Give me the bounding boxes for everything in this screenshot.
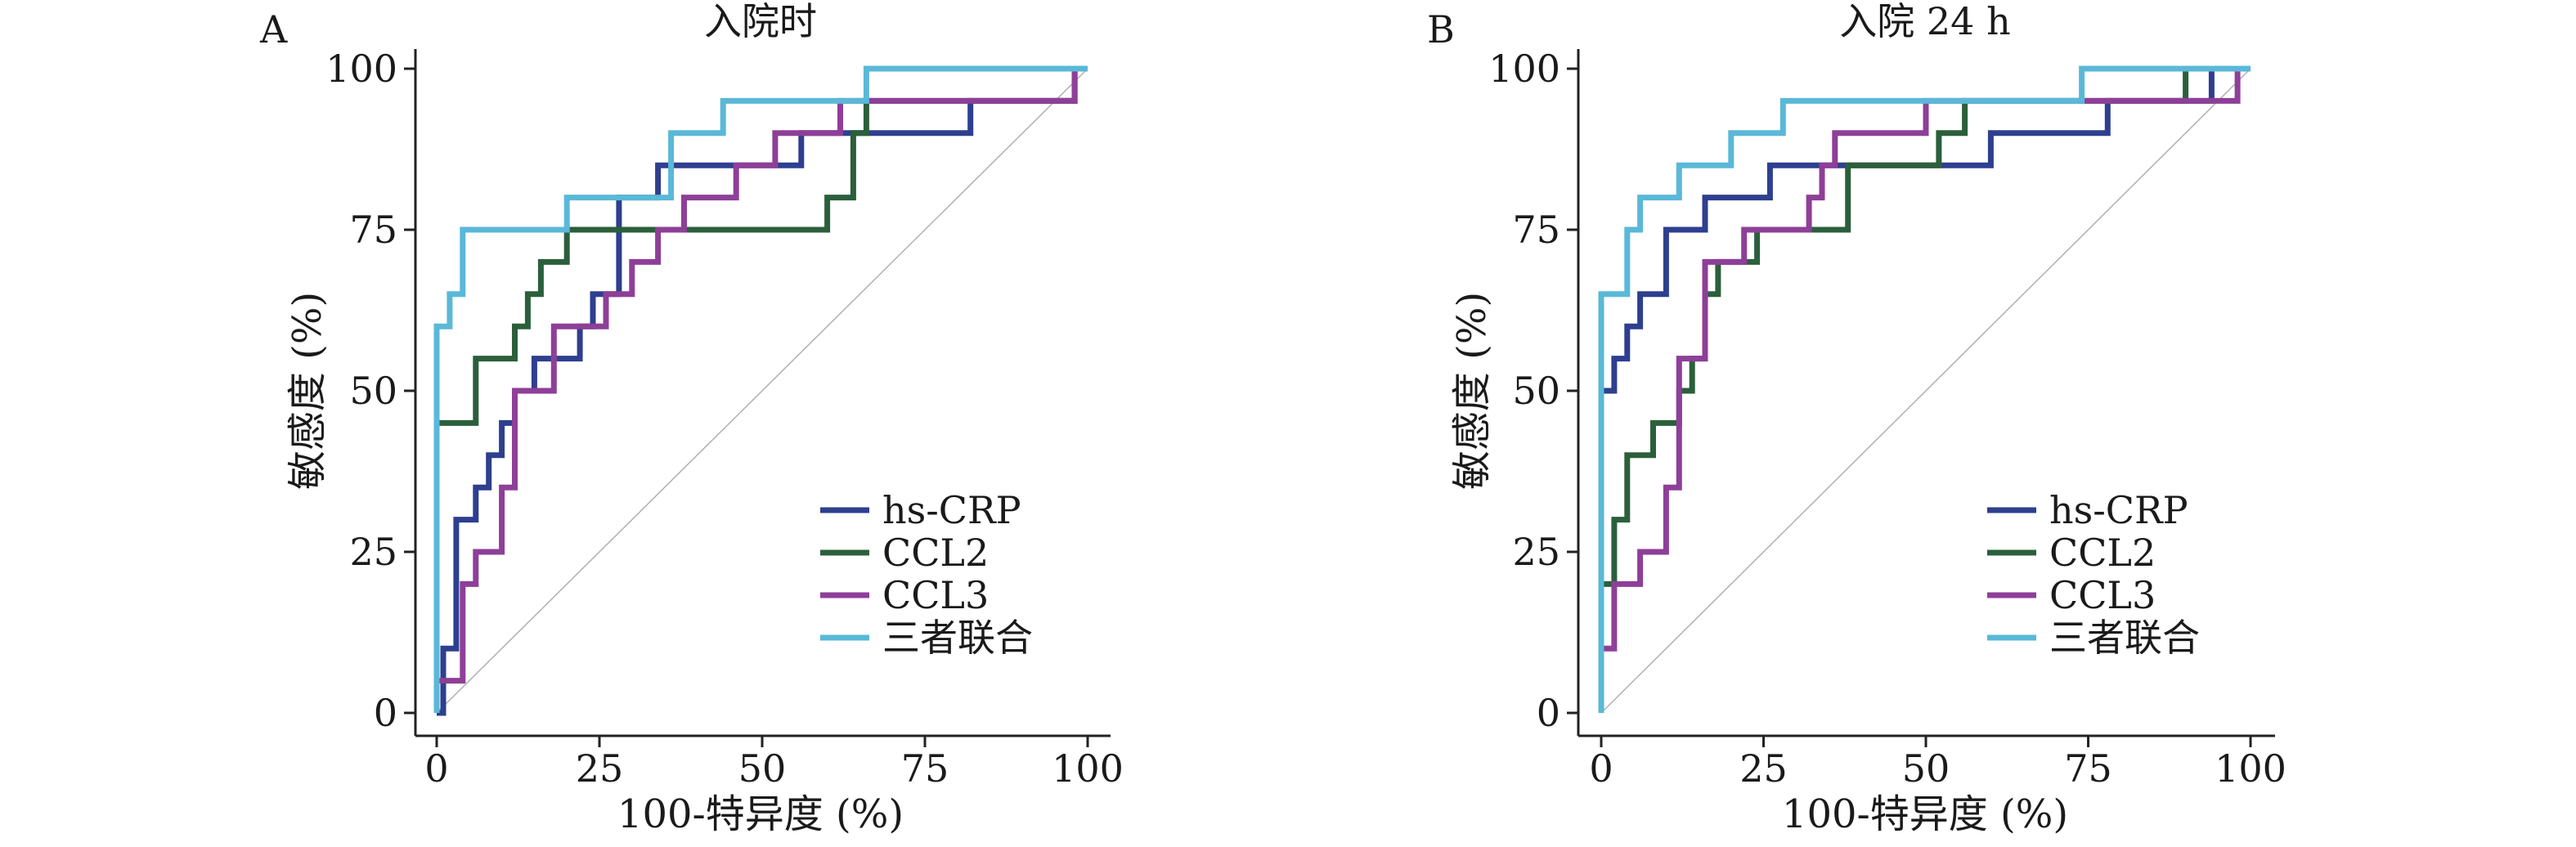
legend-label: hs-CRP <box>2049 488 2188 532</box>
series-line-1 <box>1598 65 2251 713</box>
series-line-3 <box>1598 65 2251 713</box>
legend-label: hs-CRP <box>882 488 1021 532</box>
x-tick-label: 50 <box>738 746 787 791</box>
y-axis-title: 敏感度 (%) <box>285 292 330 490</box>
x-tick-label: 50 <box>1902 746 1950 791</box>
y-tick-label: 0 <box>1537 691 1560 735</box>
x-tick-label: 100 <box>1052 746 1124 791</box>
x-axis-title: 100-特异度 (%) <box>1782 791 2068 837</box>
x-tick-label: 25 <box>1739 746 1788 791</box>
x-tick-label: 100 <box>2215 746 2287 791</box>
legend-label: CCL3 <box>2049 573 2156 617</box>
x-tick-label: 25 <box>576 746 624 791</box>
roc-panel-a: A 入院时 0 25 50 75 100 0 25 50 75 100 hs-CRPCCL2CCL… <box>259 0 1124 837</box>
x-axis-title: 100-特异度 (%) <box>617 791 904 837</box>
x-tick-label: 0 <box>424 746 448 791</box>
reference-diagonal <box>436 68 1088 714</box>
chart-title: 入院时 <box>704 0 817 43</box>
y-tick-label: 75 <box>349 208 397 252</box>
y-tick-label: 100 <box>325 47 397 91</box>
panel-label: A <box>259 7 288 52</box>
y-tick-label: 100 <box>1488 47 1560 91</box>
legend-label: CCL2 <box>882 531 989 575</box>
y-tick-label: 25 <box>1512 530 1560 574</box>
y-tick-label: 0 <box>374 691 397 735</box>
legend-label: 三者联合 <box>2049 616 2200 660</box>
series-line-3 <box>433 65 1088 713</box>
panel-label: B <box>1427 7 1455 52</box>
legend-label: CCL2 <box>2049 531 2156 575</box>
reference-diagonal <box>1600 68 2251 714</box>
series-line-2 <box>433 65 1088 713</box>
legend-label: CCL3 <box>882 573 989 617</box>
x-tick-label: 75 <box>901 746 949 791</box>
series-line-4 <box>433 65 1088 713</box>
series-line-4 <box>1598 65 2251 713</box>
y-tick-label: 50 <box>349 369 397 413</box>
y-tick-label: 25 <box>349 530 397 574</box>
legend-label: 三者联合 <box>882 616 1033 660</box>
y-axis-title: 敏感度 (%) <box>1449 292 1495 490</box>
y-tick-label: 75 <box>1512 208 1560 252</box>
x-tick-label: 0 <box>1589 746 1613 791</box>
chart-title: 入院 24 h <box>1839 0 2010 43</box>
y-tick-label: 50 <box>1512 369 1560 413</box>
x-tick-label: 75 <box>2064 746 2112 791</box>
